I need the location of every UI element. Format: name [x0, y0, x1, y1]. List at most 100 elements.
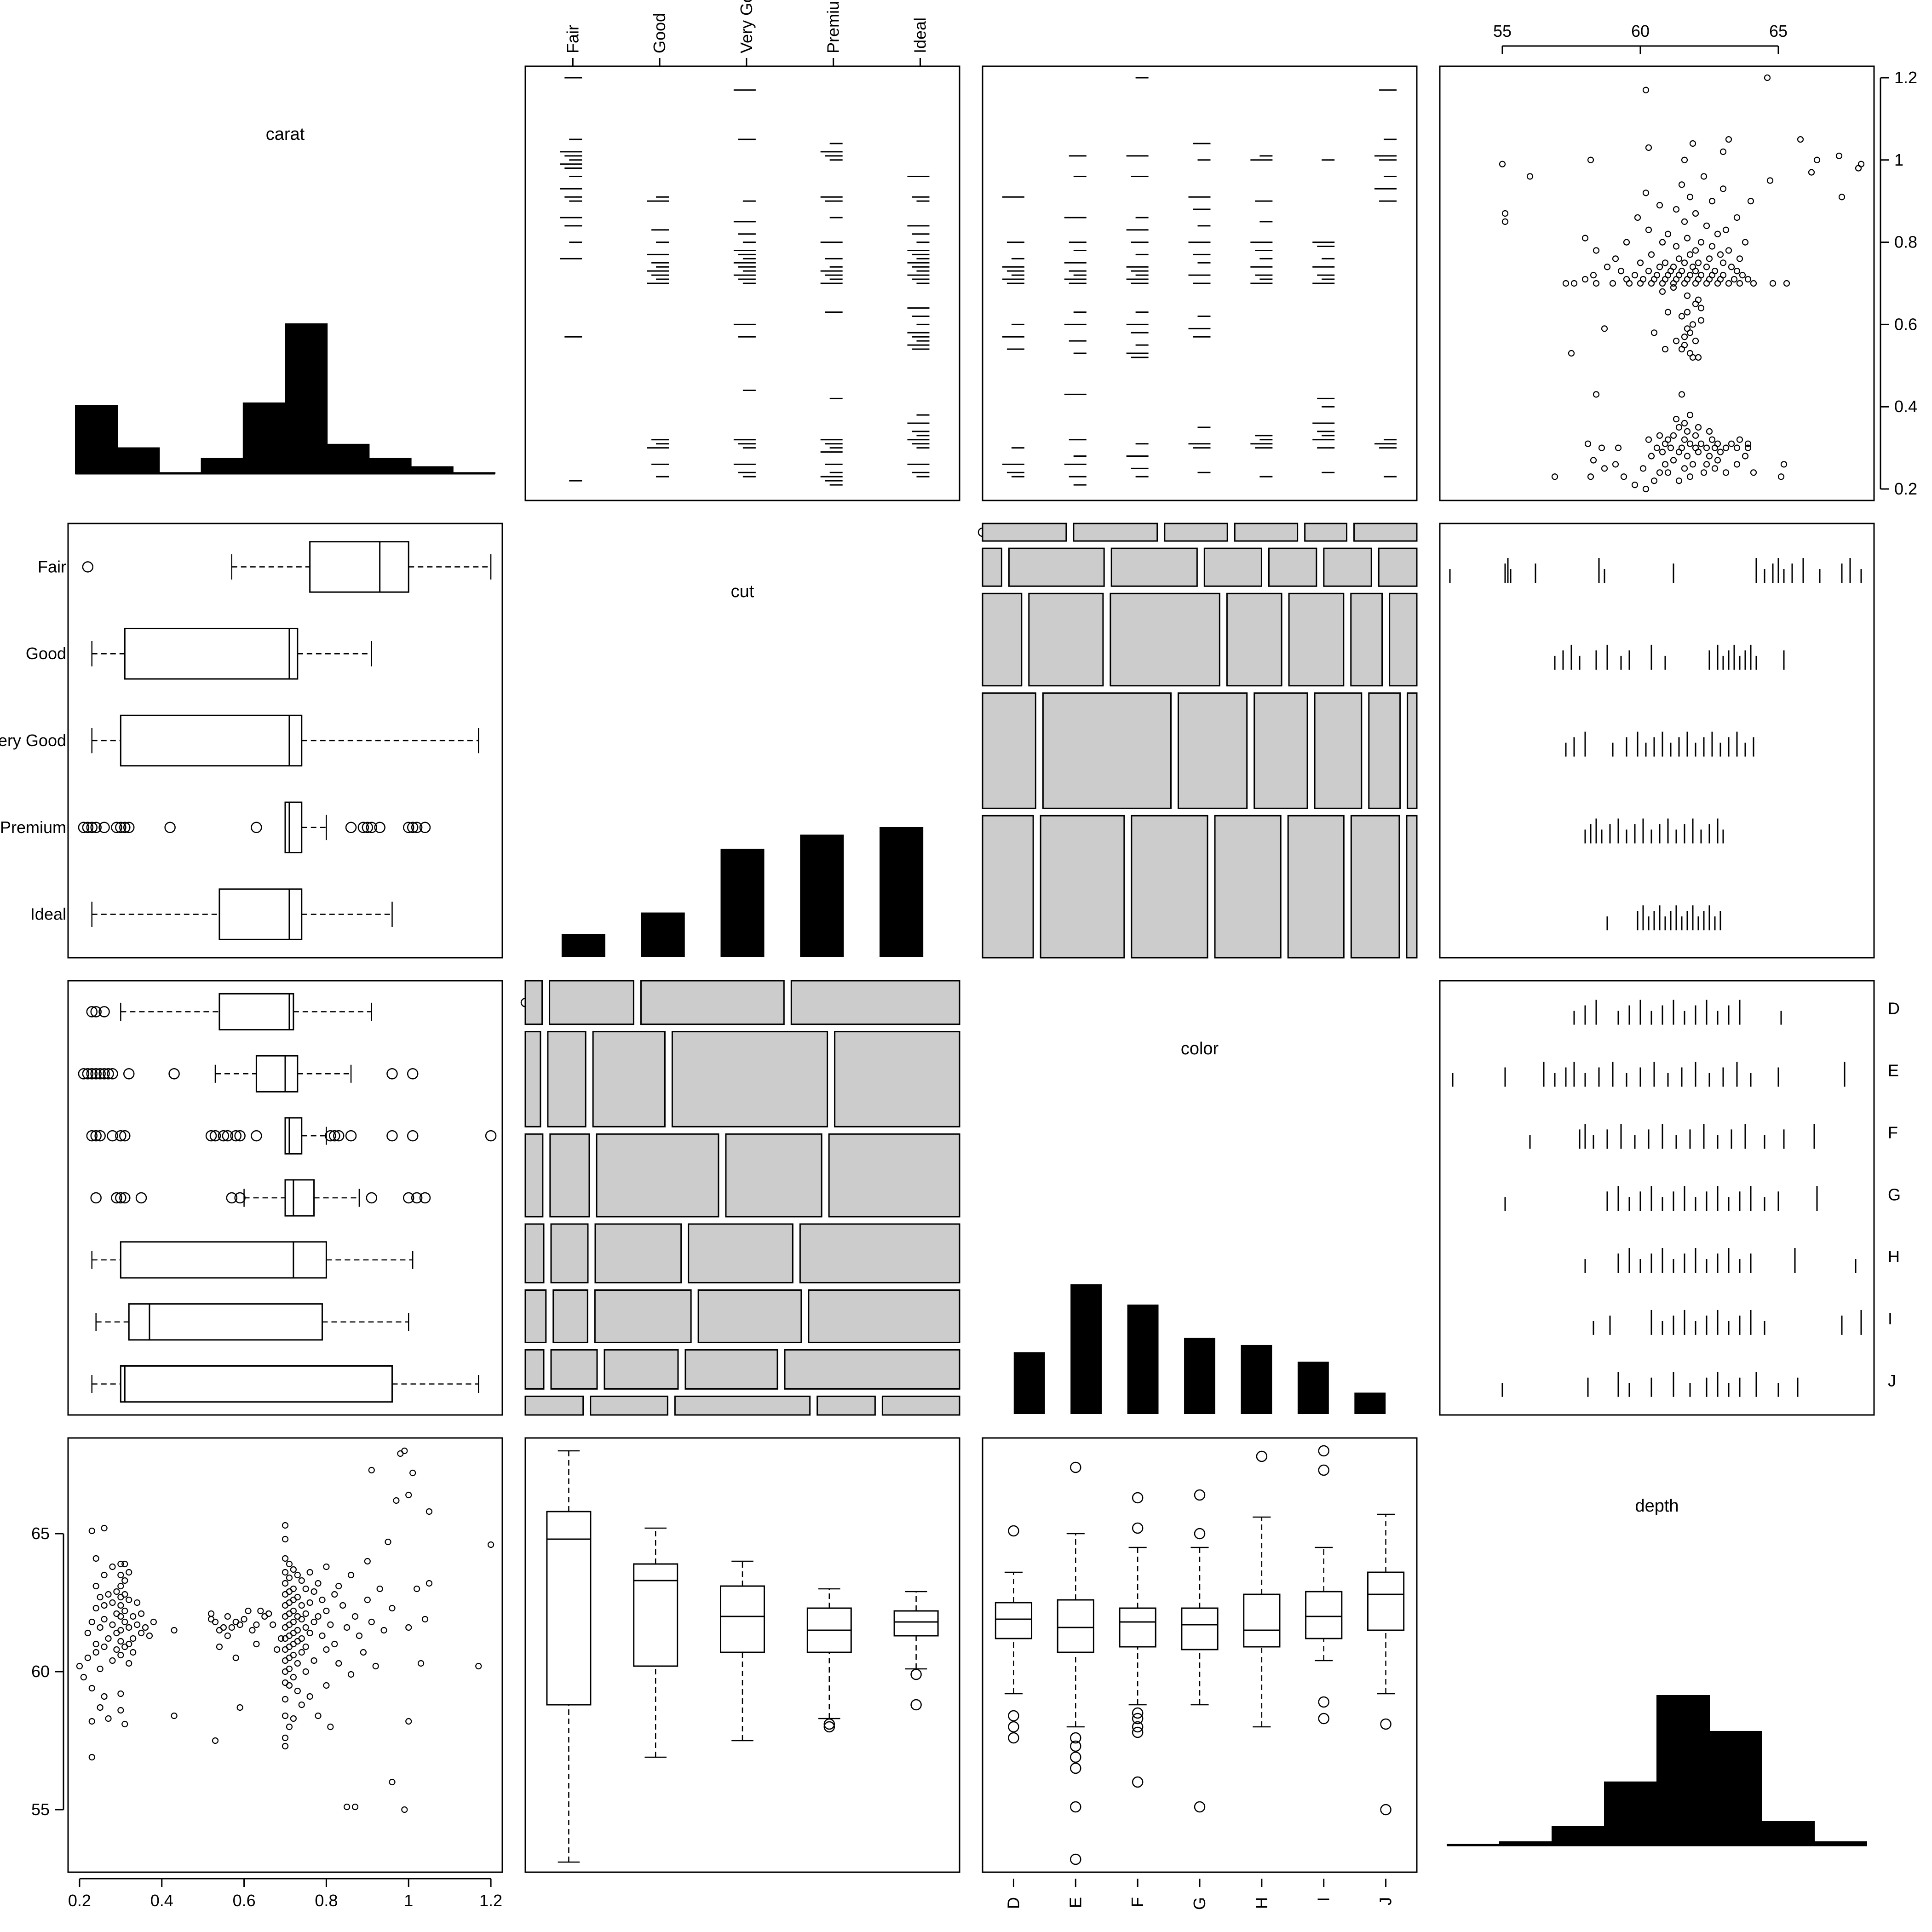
carat-by-cut-stripchart	[560, 77, 930, 486]
scatter-point	[1681, 218, 1688, 225]
mosaic-tile	[816, 1395, 876, 1416]
bottom-carat-tick-label: 0.2	[68, 1891, 91, 1910]
scatter-point	[1719, 259, 1727, 266]
scatter-point	[1783, 280, 1790, 287]
mosaic-tile	[799, 1223, 960, 1283]
outlier-point	[1132, 1492, 1144, 1504]
scatter-point	[426, 1508, 433, 1515]
box-j	[91, 1365, 479, 1403]
scatter-point	[282, 1734, 289, 1742]
outlier-point	[222, 1130, 234, 1142]
outlier-point	[910, 1699, 922, 1711]
strip-i	[1312, 159, 1335, 473]
scatter-point	[109, 1657, 116, 1664]
scatter-point	[282, 1522, 289, 1529]
outlier-point	[107, 1130, 118, 1142]
scatter-point	[298, 1635, 305, 1642]
outlier-point	[205, 1130, 217, 1142]
scatter-point	[1731, 276, 1738, 283]
scatter-point	[265, 1610, 272, 1617]
bar-ideal	[880, 827, 924, 957]
depth-by-color-boxplot-frame	[982, 1437, 1418, 1873]
mosaic-tile	[684, 1349, 778, 1390]
box-iqr	[1367, 1571, 1405, 1631]
mosaic-tile	[1131, 815, 1208, 959]
outlier-point	[419, 822, 431, 834]
scatter-point	[257, 1607, 264, 1615]
scatter-point	[101, 1643, 108, 1650]
scatter-point	[414, 1585, 420, 1593]
scatter-point	[1742, 453, 1749, 460]
box-premium	[78, 801, 431, 854]
scatter-point	[1697, 317, 1705, 324]
outlier-point	[119, 1130, 131, 1142]
scatter-point	[241, 1616, 247, 1623]
outlier-point	[230, 1130, 242, 1142]
outlier-point	[1194, 1489, 1206, 1501]
scatter-point	[1678, 313, 1685, 320]
y-tick-label: I	[1888, 1309, 1892, 1328]
scatter-point	[290, 1585, 297, 1593]
scatter-point	[347, 1571, 355, 1579]
mosaic-tile	[1254, 692, 1308, 809]
box-fair	[546, 1450, 592, 1863]
scatter-point	[306, 1599, 313, 1606]
mosaic-tile	[1350, 592, 1383, 687]
box-g	[90, 1179, 431, 1217]
scatter-point	[409, 1469, 416, 1477]
scatter-point	[282, 1555, 289, 1562]
outlier-point	[98, 1006, 110, 1018]
scatter-point	[1623, 276, 1630, 283]
depth-by-cut-stripchart-frame	[1439, 523, 1875, 959]
strip-g	[1188, 143, 1211, 473]
scatter-point	[1645, 436, 1652, 443]
mosaic-tile	[881, 1395, 960, 1416]
histogram-bar	[1656, 1695, 1710, 1846]
cut-bar-chart: cut	[561, 582, 924, 957]
mosaic-tile	[674, 1395, 811, 1416]
outlier-point	[90, 822, 102, 834]
outlier-point	[1256, 1450, 1268, 1462]
scatter-point	[1681, 420, 1688, 427]
outlier-point	[1008, 1732, 1019, 1744]
scatter-point	[1601, 325, 1608, 332]
scatter-point	[1667, 444, 1674, 451]
mosaic-tile	[982, 592, 1023, 687]
scatter-point	[92, 1582, 99, 1590]
scatter-point	[1631, 272, 1639, 279]
right-carat-tick-label: 0.6	[1894, 315, 1917, 334]
histogram-bar	[1552, 1826, 1605, 1846]
mosaic-tile	[549, 980, 634, 1025]
outlier-point	[1070, 1732, 1081, 1744]
outlier-point	[1318, 1464, 1329, 1476]
scatter-point	[290, 1715, 297, 1722]
scatter-point	[1648, 251, 1655, 258]
scatter-point	[1645, 268, 1652, 275]
outlier-point	[94, 1130, 106, 1142]
scatter-point	[1662, 345, 1669, 353]
outlier-point	[1070, 1461, 1081, 1473]
scatter-point	[1777, 473, 1785, 480]
cut-by-color-mosaic	[978, 523, 1418, 959]
scatter-point	[302, 1585, 309, 1593]
outlier-point	[1070, 1801, 1081, 1813]
scatter-point	[1697, 305, 1705, 311]
bottom-carat-tick-label: 0.4	[150, 1891, 173, 1910]
mosaic-tile	[1350, 815, 1400, 959]
scatter-point	[1700, 469, 1708, 476]
panel-title: cut	[731, 582, 754, 601]
box-iqr	[893, 1610, 939, 1637]
scatter-point	[1692, 338, 1699, 345]
scatter-point	[92, 1555, 99, 1562]
scatter-point	[117, 1571, 124, 1579]
histogram-bar	[117, 447, 160, 475]
scatter-point	[290, 1673, 297, 1681]
scatter-point	[1684, 235, 1691, 242]
scatter-point	[1780, 461, 1788, 468]
y-tick-label: F	[1888, 1123, 1898, 1142]
outlier-point	[402, 1192, 414, 1204]
scatter-point	[1670, 457, 1677, 464]
scatter-point	[1670, 264, 1677, 270]
scatter-point	[121, 1560, 128, 1568]
outlier-point	[119, 822, 131, 834]
